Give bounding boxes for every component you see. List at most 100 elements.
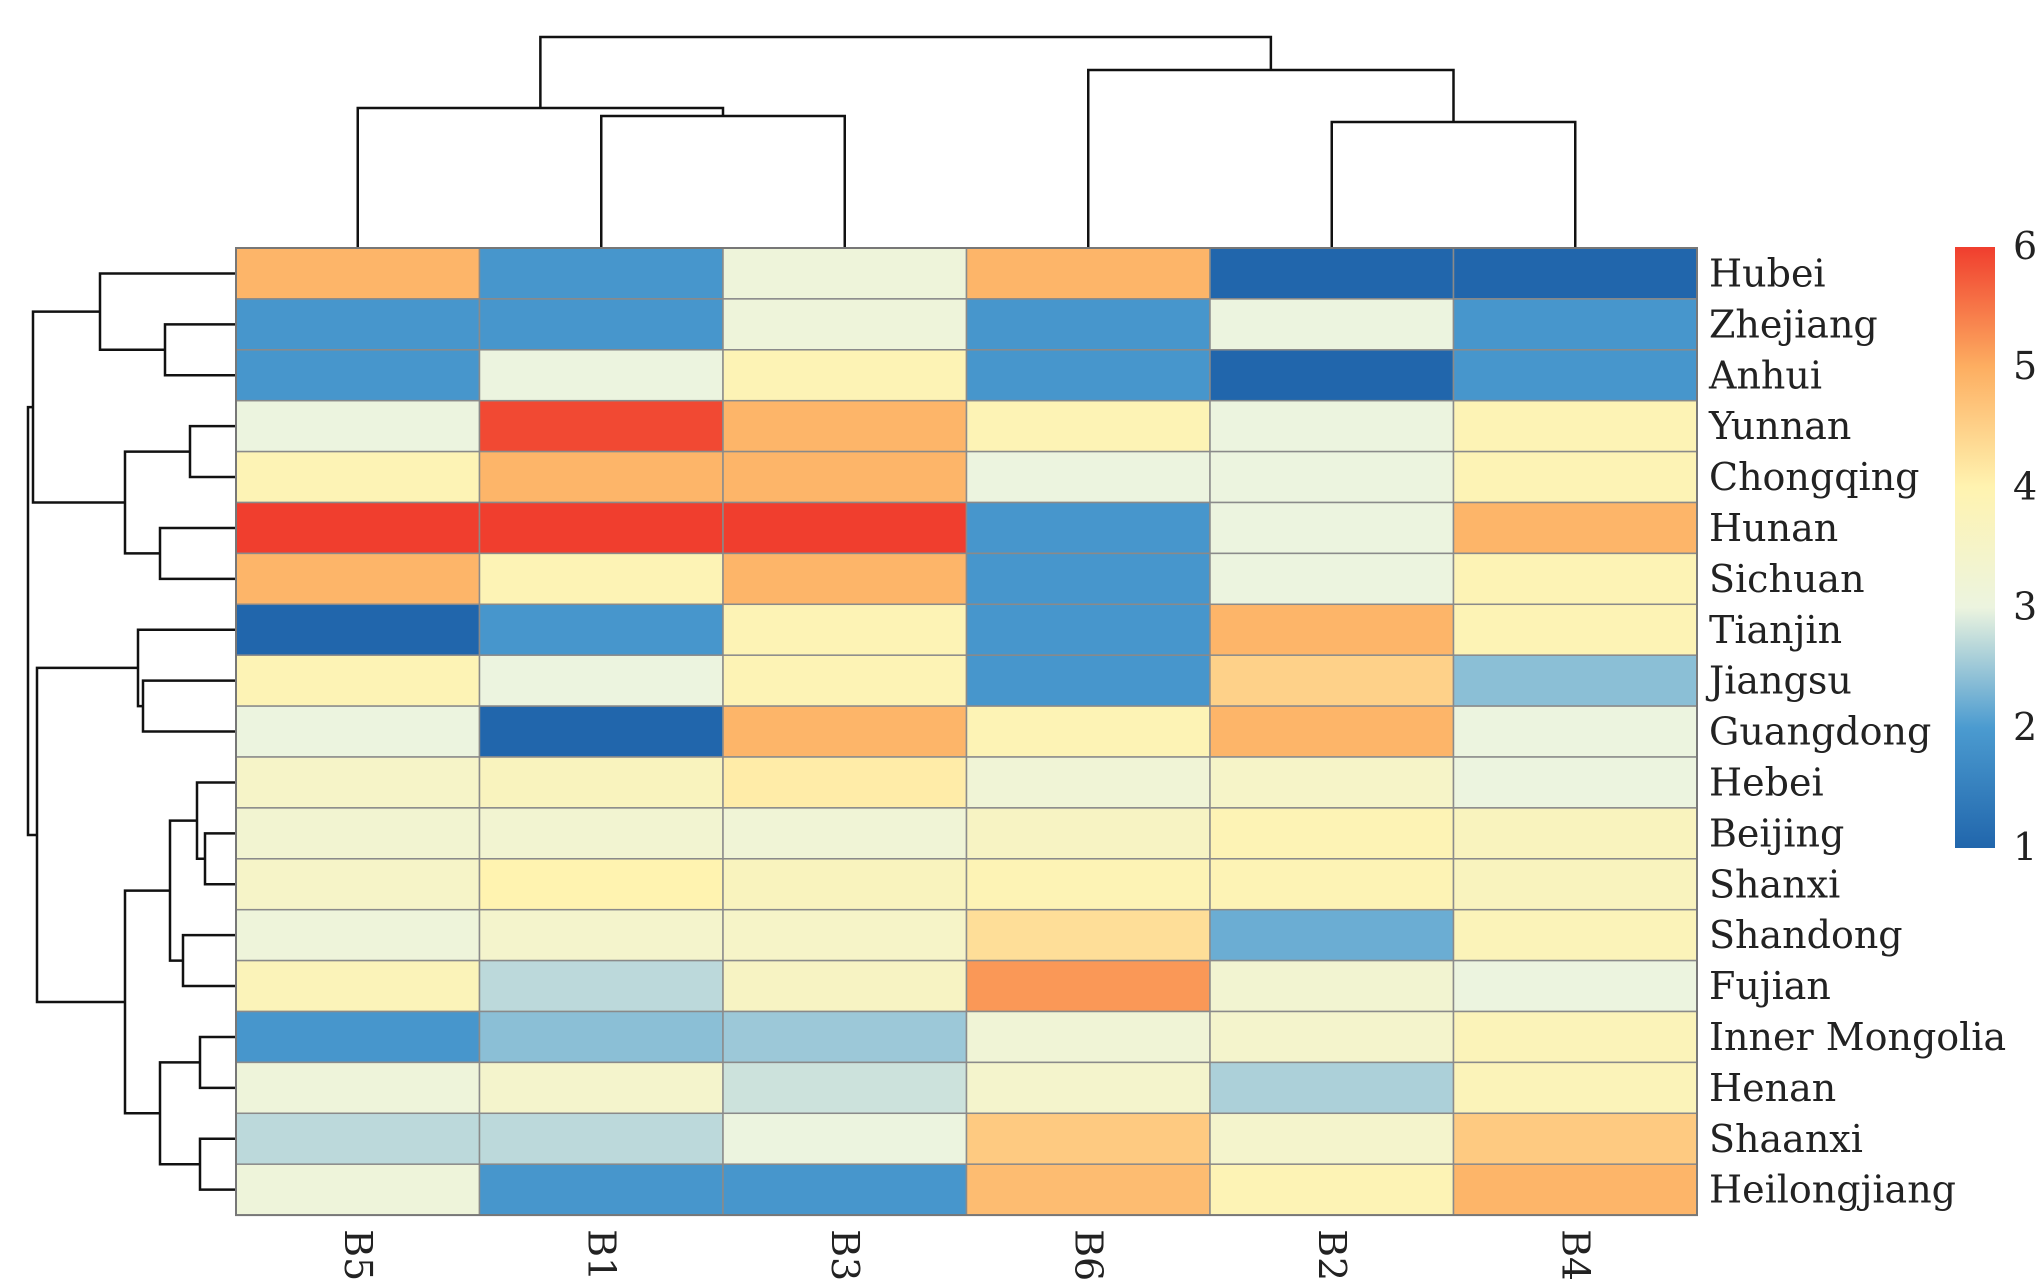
heatmap-cell: [722, 807, 968, 860]
heatmap-cell: [478, 807, 724, 860]
heatmap-cell: [1452, 858, 1698, 911]
heatmap-cell: [965, 705, 1211, 758]
dendrogram-link: [181, 933, 236, 988]
dendrogram-link: [141, 679, 236, 733]
row-label: Shanxi: [1709, 862, 1840, 906]
heatmap-cell: [478, 1061, 724, 1115]
heatmap-cells: [235, 247, 1698, 1217]
row-label: Heilongjiang: [1709, 1168, 1956, 1212]
heatmap-cell: [478, 349, 724, 402]
row-label: Hunan: [1709, 506, 1838, 550]
heatmap-cell: [478, 705, 724, 758]
heatmap-cell: [1209, 858, 1455, 911]
heatmap-cell: [1452, 959, 1698, 1013]
heatmap-cell: [1209, 807, 1455, 860]
heatmap-cell: [1209, 654, 1455, 707]
heatmap-cell: [1209, 908, 1455, 962]
heatmap-cell: [722, 552, 968, 606]
colorbar-tick-label: 5: [2013, 344, 2037, 388]
dendrogram-link: [539, 35, 1273, 108]
heatmap-cell: [965, 501, 1211, 555]
heatmap-cell: [235, 603, 481, 656]
heatmap-cell: [1452, 247, 1698, 300]
heatmap-cell: [1452, 756, 1698, 809]
heatmap-cell: [722, 349, 968, 402]
heatmap-cell: [965, 858, 1211, 911]
dendrogram-link: [1330, 120, 1577, 248]
row-label: Fujian: [1709, 964, 1831, 1008]
heatmap-cell: [722, 501, 968, 555]
heatmap-cell: [478, 959, 724, 1013]
heatmap-cell: [1209, 1163, 1455, 1216]
colorbar-tick-label: 3: [2013, 585, 2037, 629]
heatmap-cell: [722, 1010, 968, 1064]
row-labels: Hubei Zhejiang Anhui Yunnan Chongqing Hunan Si…: [1705, 251, 2006, 1211]
heatmap-cell: [722, 247, 968, 300]
heatmap-cell: [1209, 298, 1455, 351]
heatmap-cell: [478, 908, 724, 962]
heatmap-cell: [965, 552, 1211, 606]
dendrogram-link: [1087, 68, 1455, 248]
heatmap-cell: [478, 756, 724, 809]
column-label: B4: [1553, 1229, 1597, 1279]
dendrogram-link: [31, 310, 125, 504]
heatmap-cell: [1452, 349, 1698, 402]
heatmap-cell: [1452, 1010, 1698, 1064]
row-dendrogram: [26, 272, 236, 1191]
colorbar-tick-label: 2: [2013, 705, 2037, 749]
dendrogram-link: [158, 1061, 200, 1166]
row-label: Inner Mongolia: [1709, 1015, 2006, 1059]
heatmap-cell: [1209, 501, 1455, 555]
colorbar-tick-label: 1: [2013, 825, 2037, 869]
heatmap-cell: [235, 450, 481, 504]
dendrogram-link: [123, 450, 190, 555]
colorbar-gradient: [1955, 247, 1995, 848]
column-label: B1: [579, 1229, 623, 1279]
heatmap-cell: [722, 1163, 968, 1216]
heatmap-cell: [965, 1163, 1211, 1216]
heatmap-cell: [235, 1061, 481, 1115]
heatmap-cell: [965, 247, 1211, 300]
row-label: Shaanxi: [1709, 1117, 1863, 1161]
dendrogram-link: [600, 114, 846, 248]
heatmap-cell: [235, 908, 481, 962]
heatmap-cell: [478, 450, 724, 504]
heatmap-cell: [235, 858, 481, 911]
heatmap-cell: [235, 1010, 481, 1064]
heatmap-cell: [722, 450, 968, 504]
heatmap-cell: [478, 654, 724, 707]
heatmap-cell: [235, 1112, 481, 1165]
column-label: B5: [336, 1229, 380, 1279]
heatmap-cell: [478, 247, 724, 300]
heatmap-cell: [965, 959, 1211, 1013]
dendrogram-link: [198, 1035, 236, 1090]
row-label: Hebei: [1709, 760, 1824, 804]
heatmap-cell: [1209, 959, 1455, 1013]
dendrogram-link: [203, 832, 236, 886]
heatmap-cell: [722, 858, 968, 911]
heatmap-cell: [235, 501, 481, 555]
heatmap-cell: [235, 705, 481, 758]
colorbar-tick-label: 4: [2013, 464, 2037, 508]
dendrogram-link: [188, 424, 236, 479]
heatmap-cell: [1209, 552, 1455, 606]
row-label: Tianjin: [1709, 608, 1842, 652]
column-label: B6: [1066, 1229, 1110, 1279]
heatmap-cell: [1452, 1112, 1698, 1165]
heatmap-cell: [1452, 298, 1698, 351]
heatmap-cell: [1209, 603, 1455, 656]
dendrogram-link: [26, 405, 37, 837]
heatmap-cell: [235, 298, 481, 351]
heatmap-cell: [478, 858, 724, 911]
heatmap-cell: [235, 654, 481, 707]
heatmap-cell: [722, 705, 968, 758]
column-dendrogram: [356, 35, 1577, 248]
heatmap-cell: [1209, 399, 1455, 453]
dendrogram-link: [163, 323, 236, 377]
heatmap-cell: [478, 1163, 724, 1216]
heatmap-cell: [1452, 807, 1698, 860]
colorbar: 6 5 4 3 2 1: [1955, 224, 2037, 869]
heatmap-cell: [965, 1112, 1211, 1165]
heatmap-cell: [965, 349, 1211, 402]
